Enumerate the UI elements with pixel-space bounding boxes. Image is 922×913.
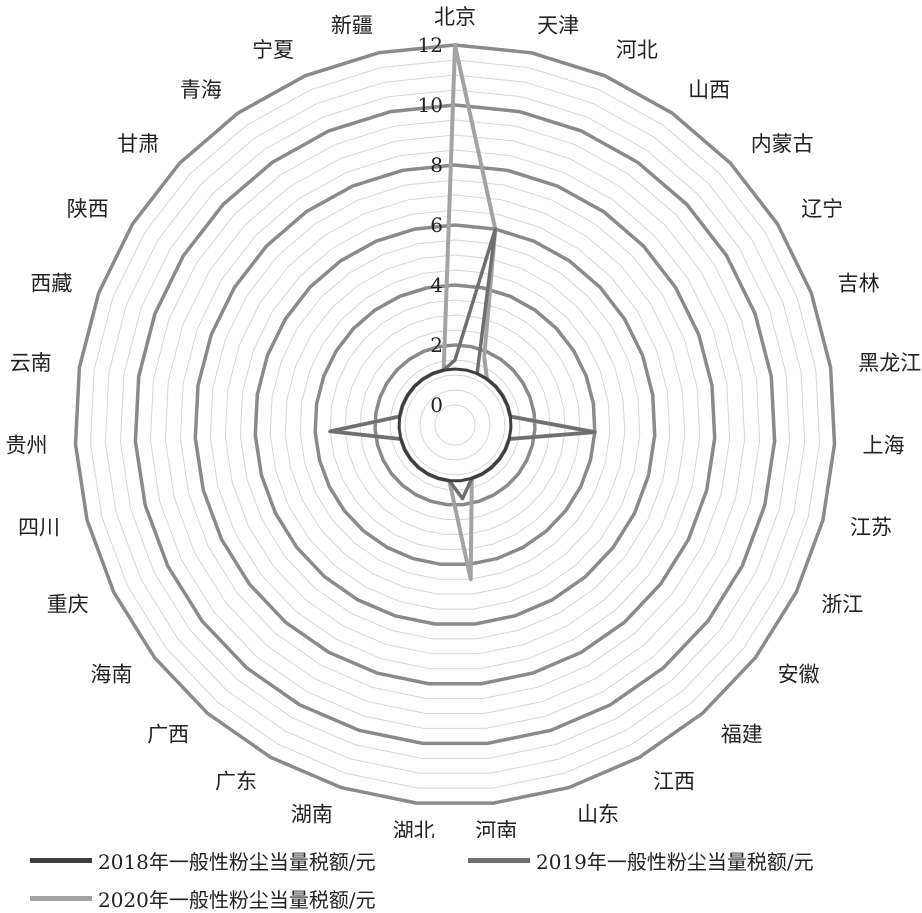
category-label: 湖北: [393, 819, 435, 838]
minor-grid-ring: [89, 59, 821, 789]
category-label: 贵州: [6, 434, 48, 458]
minor-grid-ring: [299, 269, 611, 580]
category-label: 云南: [10, 351, 52, 375]
category-label: 山东: [577, 802, 619, 826]
category-label: 陕西: [67, 197, 109, 221]
category-label: 福建: [721, 723, 763, 747]
tick-label: 0: [430, 393, 443, 417]
category-label: 山西: [688, 78, 730, 102]
legend-swatch-2018: [30, 858, 92, 863]
category-label: 内蒙古: [751, 132, 814, 156]
category-label: 吉林: [838, 271, 880, 295]
legend-label-2020: 2020年一般性粉尘当量税额/元: [98, 888, 376, 912]
category-label: 河北: [616, 38, 658, 62]
major-grid-ring: [253, 223, 657, 626]
major-grid-ring: [313, 283, 597, 567]
radar-series: [328, 43, 597, 582]
tick-label: 10: [418, 93, 443, 117]
minor-grid-ring: [104, 74, 806, 774]
inner-grid-ring: [434, 404, 476, 446]
category-label: 安徽: [778, 663, 820, 687]
category-label: 甘肃: [117, 132, 159, 156]
category-label: 广东: [215, 770, 257, 794]
tick-label: 6: [430, 213, 443, 237]
tick-label: 8: [430, 153, 443, 177]
minor-grid-ring: [404, 374, 506, 476]
minor-grid-ring: [344, 314, 566, 535]
radial-tick-labels: 0 2 4 6 8 10 12: [418, 33, 443, 417]
legend-item-2020: 2020年一般性粉尘当量税额/元: [30, 884, 376, 913]
category-label: 江西: [653, 770, 695, 794]
legend-swatch-2019: [468, 858, 530, 863]
minor-grid-ring: [389, 359, 521, 491]
radar-grid: [73, 43, 837, 805]
category-label: 上海: [863, 434, 905, 458]
minor-grid-ring: [209, 179, 701, 670]
minor-grid-ring: [359, 329, 551, 520]
legend-item-2019: 2019年一般性粉尘当量税额/元: [468, 846, 814, 875]
category-label: 新疆: [331, 13, 373, 37]
category-label: 江苏: [850, 515, 892, 539]
legend-label-2018: 2018年一般性粉尘当量税额/元: [98, 850, 376, 874]
major-grid-ring: [73, 43, 837, 805]
category-label: 北京: [434, 5, 476, 29]
category-label: 广西: [147, 723, 189, 747]
legend: 2018年一般性粉尘当量税额/元 2019年一般性粉尘当量税额/元 2020年一…: [0, 838, 922, 912]
minor-grid-ring: [149, 119, 761, 729]
category-label: 四川: [18, 515, 60, 539]
series-line-2018: [397, 367, 513, 483]
category-label: 浙江: [821, 593, 863, 617]
major-grid-ring: [193, 163, 717, 686]
category-label: 天津: [537, 13, 579, 37]
tick-label: 12: [418, 33, 443, 57]
minor-grid-ring: [119, 89, 791, 759]
category-label: 海南: [90, 663, 132, 687]
tick-label: 2: [430, 333, 443, 357]
category-label: 黑龙江: [858, 351, 921, 375]
minor-grid-ring: [239, 209, 671, 640]
category-label: 青海: [180, 78, 222, 102]
minor-grid-ring: [269, 239, 641, 610]
category-label: 河南: [475, 819, 517, 838]
category-label: 辽宁: [801, 197, 843, 221]
category-label: 湖南: [291, 802, 333, 826]
minor-grid-ring: [164, 134, 746, 714]
legend-swatch-2020: [30, 896, 92, 901]
tick-label: 4: [430, 273, 443, 297]
radar-chart: 0 2 4 6 8 10 12 北京 天津河北山西内蒙古辽宁吉林黑龙江上海江苏浙江安徽福建江西…: [6, 5, 922, 838]
category-label: 宁夏: [252, 38, 294, 62]
minor-grid-ring: [284, 254, 626, 595]
minor-grid-ring: [224, 194, 686, 655]
minor-grid-ring: [179, 149, 731, 700]
category-label: 西藏: [30, 271, 72, 295]
legend-item-2018: 2018年一般性粉尘当量税额/元: [30, 846, 376, 875]
minor-grid-ring: [419, 389, 491, 461]
minor-grid-ring: [329, 299, 581, 550]
major-grid-ring: [133, 103, 777, 746]
category-label: 重庆: [47, 593, 89, 617]
legend-label-2019: 2019年一般性粉尘当量税额/元: [536, 850, 814, 874]
